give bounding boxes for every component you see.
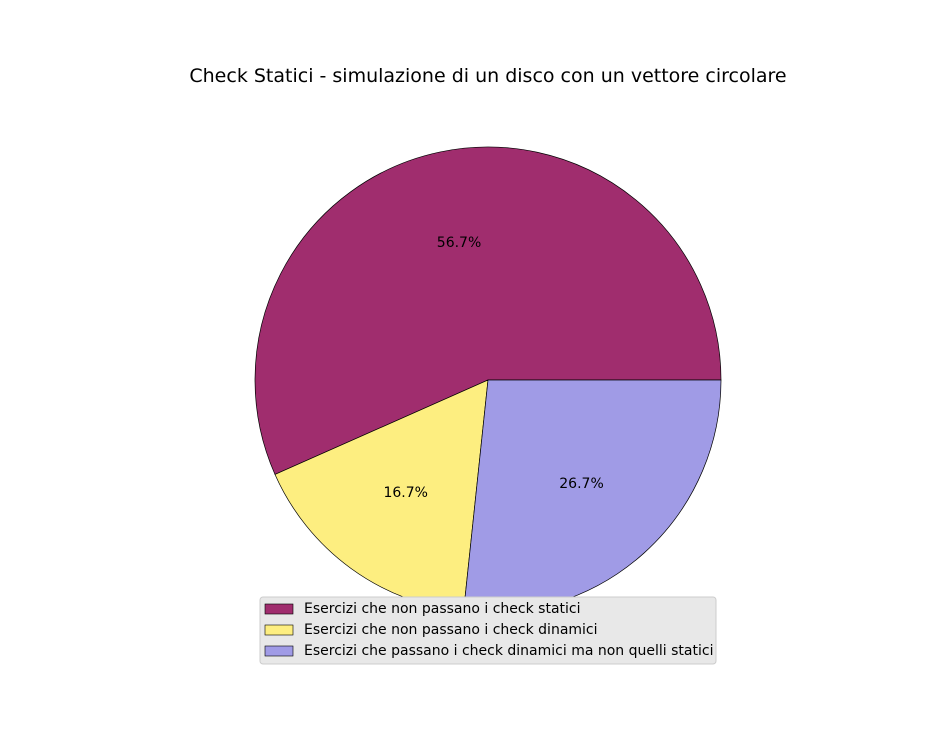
legend-label-2: Esercizi che non passano i check dinamic…	[304, 622, 598, 638]
pie-slice-3	[463, 379, 722, 614]
legend-swatch-1	[264, 603, 294, 615]
legend-label-3: Esercizi che passano i check dinamici ma…	[304, 643, 713, 659]
legend-swatch-3	[264, 645, 294, 657]
pie-slice-1	[254, 146, 722, 475]
pie-percent-labels: 56.7% 16.7% 26.7%	[383, 235, 603, 501]
pie-percent-label-2: 16.7%	[383, 485, 427, 501]
legend-box	[259, 596, 717, 665]
pie-percent-label-1: 56.7%	[437, 235, 481, 251]
legend-label-1: Esercizi che non passano i check statici	[304, 601, 581, 617]
legend: Esercizi che non passano i check statici…	[259, 596, 717, 665]
legend-swatch-2	[264, 624, 294, 636]
pie-percent-label-3: 26.7%	[559, 476, 603, 492]
chart-title: Check Statici - simulazione di un disco …	[189, 65, 786, 87]
pie-slices	[254, 146, 722, 614]
